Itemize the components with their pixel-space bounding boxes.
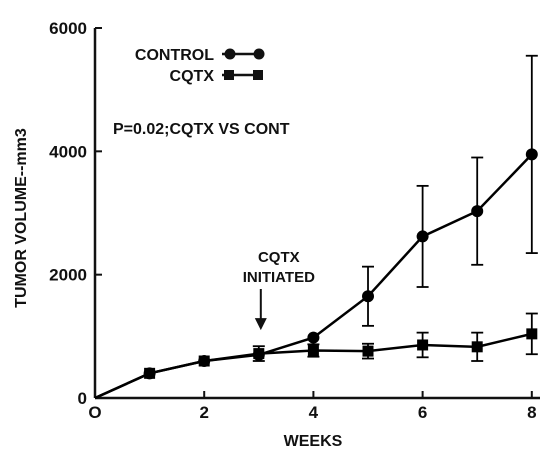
cqtx-initiated-annotation: CQTX INITIATED <box>243 249 315 331</box>
data-point <box>526 328 538 340</box>
series-layer <box>94 54 538 400</box>
data-point <box>471 205 484 218</box>
x-tick-label: 6 <box>418 403 427 422</box>
arrow-head <box>254 318 267 331</box>
legend-marker-control-2 <box>253 48 265 60</box>
data-point <box>417 339 429 351</box>
arrow-label-line1: CQTX <box>258 249 300 266</box>
p-value-annotation: P=0.02;CQTX VS CONT <box>113 121 290 138</box>
data-point <box>253 348 265 360</box>
legend-marker-cqtx-1 <box>224 70 234 80</box>
axes: 0 2000 4000 6000 O 2 4 6 8 <box>49 19 540 422</box>
data-point <box>307 345 319 357</box>
data-point <box>471 341 483 353</box>
y-tick-label: 6000 <box>49 19 87 38</box>
x-tick-label: O <box>88 403 101 422</box>
legend-label-control: CONTROL <box>135 47 214 64</box>
x-tick-label: 4 <box>309 403 319 422</box>
data-point <box>416 230 429 243</box>
data-point <box>525 148 538 161</box>
arrow-label-line2: INITIATED <box>243 269 315 286</box>
x-tick-label: 8 <box>527 403 536 422</box>
y-tick-label: 0 <box>78 389 87 408</box>
y-ticks: 0 2000 4000 6000 <box>49 19 102 408</box>
data-point <box>362 290 375 303</box>
y-tick-label: 4000 <box>49 142 87 161</box>
x-axis-title: WEEKS <box>284 433 343 450</box>
x-tick-label: 2 <box>199 403 208 422</box>
data-point <box>307 331 320 344</box>
data-point <box>144 367 156 379</box>
data-point <box>362 345 374 357</box>
data-point <box>198 355 210 367</box>
y-tick-label: 2000 <box>49 266 87 285</box>
x-ticks: O 2 4 6 8 <box>88 391 537 422</box>
legend: CONTROL CQTX <box>135 47 265 85</box>
series-cqtx <box>94 312 538 400</box>
y-axis-title: TUMOR VOLUME--mm3 <box>13 128 30 308</box>
legend-label-cqtx: CQTX <box>170 68 215 85</box>
legend-marker-control-1 <box>224 48 236 60</box>
legend-marker-cqtx-2 <box>253 70 263 80</box>
